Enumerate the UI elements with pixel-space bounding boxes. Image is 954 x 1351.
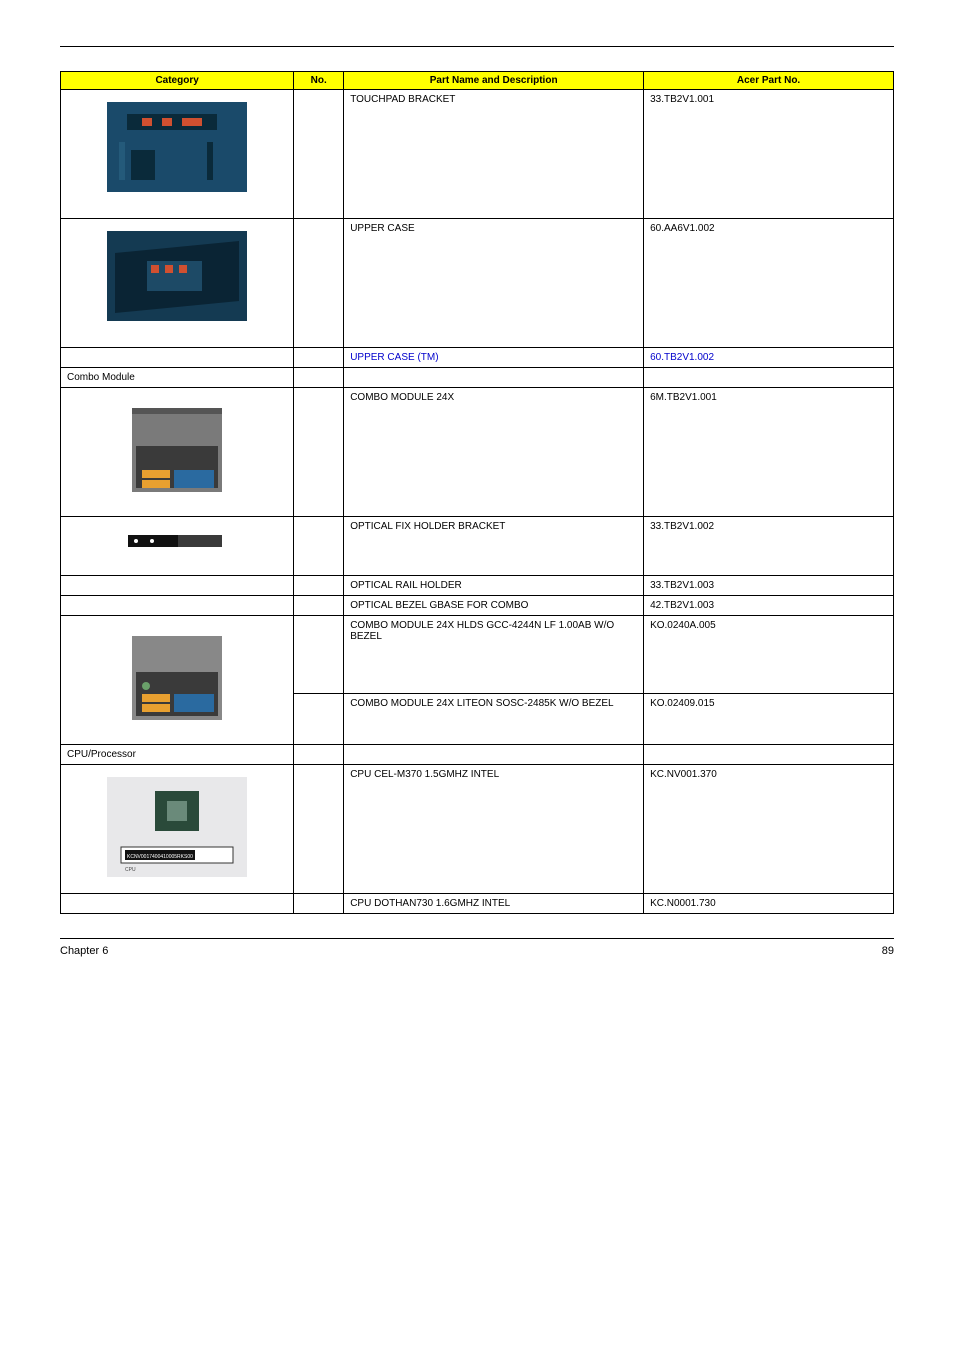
parts-table: Category No. Part Name and Description A… [60,71,894,914]
desc-cell: UPPER CASE (TM) [344,347,644,367]
col-category: Category [61,71,294,89]
cat-cell [61,595,294,615]
thumb-touchpad-bracket [61,89,294,218]
desc-cell: UPPER CASE [344,218,644,347]
cat-cell [61,575,294,595]
no-cell [294,575,344,595]
part-cell: 60.AA6V1.002 [644,218,894,347]
thumb-optical-bracket [61,516,294,575]
no-cell [294,693,344,744]
desc-cell: OPTICAL BEZEL GBASE FOR COMBO [344,595,644,615]
no-cell [294,764,344,893]
desc-cell: CPU CEL-M370 1.5GMHZ INTEL [344,764,644,893]
cat-cell [61,347,294,367]
no-cell [294,347,344,367]
part-cell: KO.0240A.005 [644,615,894,693]
no-cell [294,893,344,913]
optical-bracket-icon [122,529,232,553]
thumb-upper-case [61,218,294,347]
footer-right: 89 [882,945,894,957]
desc-cell [344,744,644,764]
desc-cell: OPTICAL FIX HOLDER BRACKET [344,516,644,575]
no-cell [294,367,344,387]
section-combo-module: Combo Module [61,367,294,387]
part-cell [644,744,894,764]
cat-cell [61,893,294,913]
footer-left: Chapter 6 [60,945,108,957]
part-cell: 60.TB2V1.002 [644,347,894,367]
no-cell [294,218,344,347]
col-desc: Part Name and Description [344,71,644,89]
upper-case-icon [107,231,247,321]
desc-cell: CPU DOTHAN730 1.6GMHZ INTEL [344,893,644,913]
part-cell: 33.TB2V1.001 [644,89,894,218]
thumb-combo-liteon [61,615,294,744]
part-cell: 6M.TB2V1.001 [644,387,894,516]
desc-cell: COMBO MODULE 24X LITEON SOSC-2485K W/O B… [344,693,644,744]
no-cell [294,516,344,575]
no-cell [294,615,344,693]
no-cell [294,387,344,516]
part-cell: KO.02409.015 [644,693,894,744]
combo-module-icon [122,400,232,500]
combo-liteon-icon [122,628,232,728]
part-cell: 42.TB2V1.003 [644,595,894,615]
touchpad-bracket-icon [107,102,247,192]
no-cell [294,595,344,615]
cpu-icon: KCNV0017400410005RKS00 CPU [107,777,247,877]
section-cpu: CPU/Processor [61,744,294,764]
desc-cell: COMBO MODULE 24X HLDS GCC-4244N LF 1.00A… [344,615,644,693]
svg-text:CPU: CPU [125,867,136,873]
no-cell [294,744,344,764]
thumb-combo-module [61,387,294,516]
part-cell [644,367,894,387]
col-part: Acer Part No. [644,71,894,89]
thumb-cpu: KCNV0017400410005RKS00 CPU [61,764,294,893]
part-cell: 33.TB2V1.003 [644,575,894,595]
svg-text:KCNV0017400410005RKS00: KCNV0017400410005RKS00 [127,854,193,860]
part-cell: KC.NV001.370 [644,764,894,893]
part-cell: 33.TB2V1.002 [644,516,894,575]
part-cell: KC.N0001.730 [644,893,894,913]
desc-cell [344,367,644,387]
desc-cell: TOUCHPAD BRACKET [344,89,644,218]
desc-cell: COMBO MODULE 24X [344,387,644,516]
desc-cell: OPTICAL RAIL HOLDER [344,575,644,595]
col-no: No. [294,71,344,89]
no-cell [294,89,344,218]
